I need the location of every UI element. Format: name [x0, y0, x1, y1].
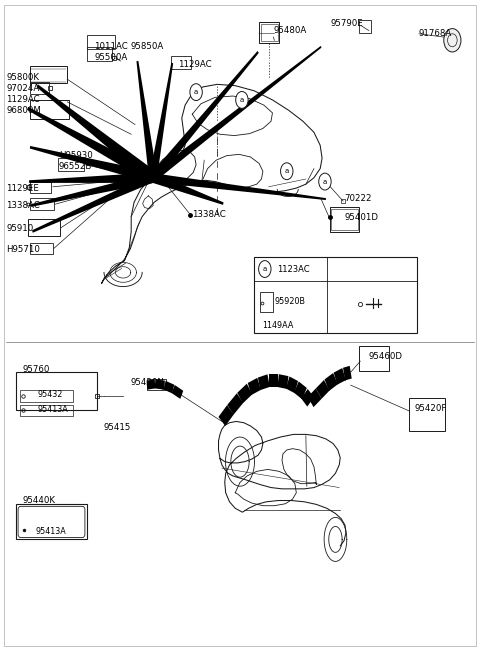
Text: 95790E: 95790E — [331, 19, 363, 28]
Text: 1129AC: 1129AC — [6, 95, 40, 104]
Bar — [16, 372, 97, 409]
Polygon shape — [237, 383, 252, 404]
Bar — [87, 35, 115, 49]
Text: 97024A: 97024A — [6, 85, 39, 93]
Bar — [171, 57, 191, 69]
Text: 95415: 95415 — [104, 423, 132, 432]
Text: a: a — [194, 89, 198, 95]
Bar — [30, 199, 54, 210]
Text: 1129AC: 1129AC — [178, 61, 212, 70]
Bar — [21, 391, 73, 402]
Polygon shape — [334, 368, 346, 385]
Text: 95920B: 95920B — [275, 297, 305, 306]
Text: a: a — [263, 266, 267, 272]
Polygon shape — [153, 173, 326, 200]
Bar — [330, 207, 360, 232]
Bar — [30, 243, 53, 254]
Polygon shape — [269, 374, 278, 387]
Polygon shape — [27, 107, 155, 184]
Text: 95910: 95910 — [6, 224, 34, 233]
Polygon shape — [343, 366, 352, 380]
Polygon shape — [277, 374, 288, 389]
Text: 95432: 95432 — [37, 391, 62, 399]
Text: 95420F: 95420F — [414, 404, 446, 413]
Polygon shape — [324, 373, 338, 391]
Polygon shape — [155, 380, 165, 390]
Bar — [28, 219, 60, 236]
Polygon shape — [286, 376, 298, 393]
Text: 95480A: 95480A — [274, 26, 307, 35]
Polygon shape — [172, 385, 183, 399]
Bar — [30, 83, 49, 94]
Text: 95800K: 95800K — [6, 74, 39, 83]
Bar — [254, 256, 417, 333]
Bar — [16, 504, 87, 540]
Bar — [21, 404, 73, 416]
Text: 1011AC: 1011AC — [95, 42, 128, 51]
Text: 1123AC: 1123AC — [277, 264, 310, 273]
Text: 95850A: 95850A — [130, 42, 164, 51]
Bar — [30, 66, 67, 83]
Text: H95710: H95710 — [6, 245, 40, 253]
Bar — [259, 22, 279, 43]
Bar — [360, 20, 371, 33]
Text: 96552B: 96552B — [59, 162, 92, 171]
Polygon shape — [227, 393, 243, 415]
Polygon shape — [32, 173, 154, 233]
Polygon shape — [218, 405, 234, 426]
Polygon shape — [151, 51, 259, 182]
Text: 95500A: 95500A — [95, 53, 128, 62]
Circle shape — [281, 163, 293, 180]
Text: 95413A: 95413A — [36, 527, 67, 536]
Polygon shape — [308, 389, 322, 407]
Text: 96800M: 96800M — [6, 106, 41, 115]
Bar — [87, 47, 112, 61]
Bar — [30, 182, 51, 193]
Polygon shape — [294, 381, 307, 399]
Polygon shape — [152, 46, 322, 182]
Text: 95413A: 95413A — [37, 405, 68, 413]
Bar — [360, 346, 389, 371]
Bar — [409, 398, 445, 430]
Polygon shape — [258, 374, 270, 390]
Text: 95401D: 95401D — [344, 213, 378, 222]
Circle shape — [259, 260, 271, 277]
Text: 95440K: 95440K — [23, 496, 56, 505]
Polygon shape — [316, 380, 330, 398]
Text: a: a — [323, 178, 327, 185]
Bar — [260, 292, 274, 312]
Bar — [30, 100, 69, 119]
Polygon shape — [152, 173, 224, 205]
Text: 1129EE: 1129EE — [6, 184, 39, 193]
Polygon shape — [29, 173, 153, 183]
Circle shape — [190, 84, 202, 100]
Text: a: a — [285, 168, 289, 174]
Circle shape — [444, 29, 461, 52]
Bar — [331, 209, 358, 230]
Polygon shape — [149, 62, 173, 179]
Polygon shape — [164, 381, 174, 393]
Text: 91768A: 91768A — [419, 29, 452, 38]
Bar — [261, 24, 278, 41]
Polygon shape — [36, 84, 156, 184]
Text: H95930: H95930 — [59, 151, 93, 160]
Text: 95420N: 95420N — [130, 378, 164, 387]
Text: 1338AC: 1338AC — [192, 210, 226, 219]
Circle shape — [236, 92, 248, 108]
Polygon shape — [136, 61, 157, 179]
Polygon shape — [146, 380, 156, 390]
Text: 1149AA: 1149AA — [262, 321, 293, 330]
Bar — [58, 158, 84, 171]
Text: 1338AC: 1338AC — [6, 201, 40, 210]
Polygon shape — [31, 173, 154, 207]
Circle shape — [319, 173, 331, 190]
Text: 95760: 95760 — [23, 365, 50, 374]
Text: a: a — [240, 97, 244, 103]
Text: 95460D: 95460D — [369, 352, 403, 361]
Polygon shape — [30, 146, 154, 184]
Bar — [147, 379, 166, 391]
Polygon shape — [248, 378, 261, 395]
Text: 70222: 70222 — [344, 194, 372, 203]
Polygon shape — [301, 389, 314, 407]
